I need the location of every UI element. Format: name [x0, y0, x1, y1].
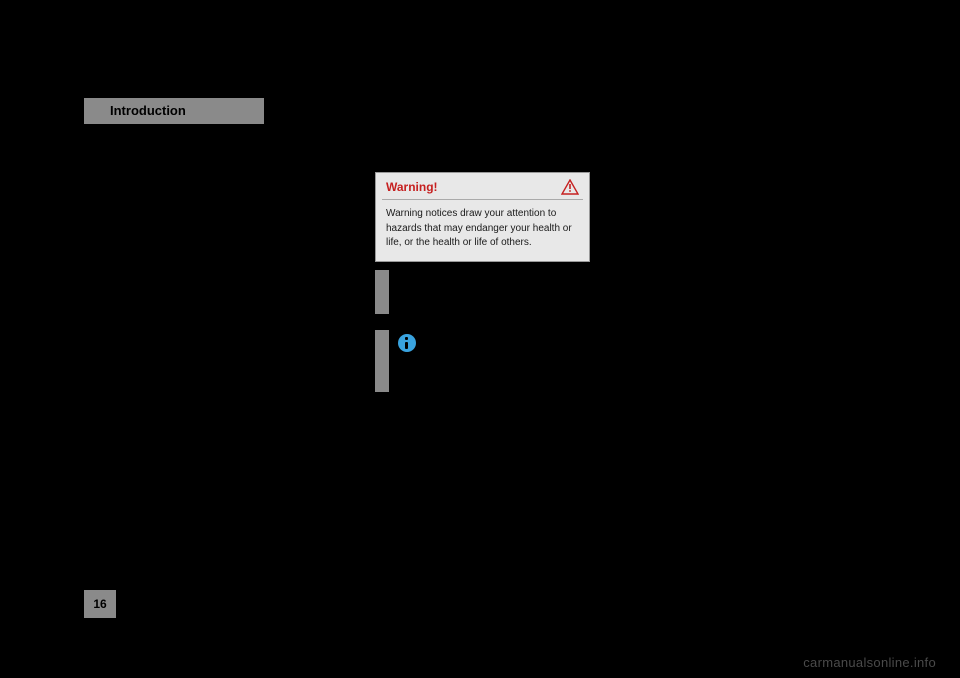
- info-icon: [398, 334, 416, 352]
- watermark-text: carmanualsonline.info: [803, 655, 936, 670]
- note-sidebar-a: [375, 270, 389, 314]
- manual-page: Introduction Warning! Warning notices dr…: [0, 0, 960, 678]
- section-tab: Introduction: [84, 98, 264, 124]
- warning-title: Warning!: [386, 180, 438, 194]
- page-number-value: 16: [93, 597, 106, 611]
- watermark: carmanualsonline.info: [803, 655, 936, 670]
- section-tab-label: Introduction: [110, 103, 186, 118]
- warning-triangle-icon: [561, 179, 579, 195]
- note-sidebar-b: [375, 330, 389, 392]
- warning-body: Warning notices draw your attention to h…: [376, 200, 589, 261]
- page-number: 16: [84, 590, 116, 618]
- warning-box: Warning! Warning notices draw your atten…: [375, 172, 590, 262]
- warning-header: Warning!: [376, 173, 589, 199]
